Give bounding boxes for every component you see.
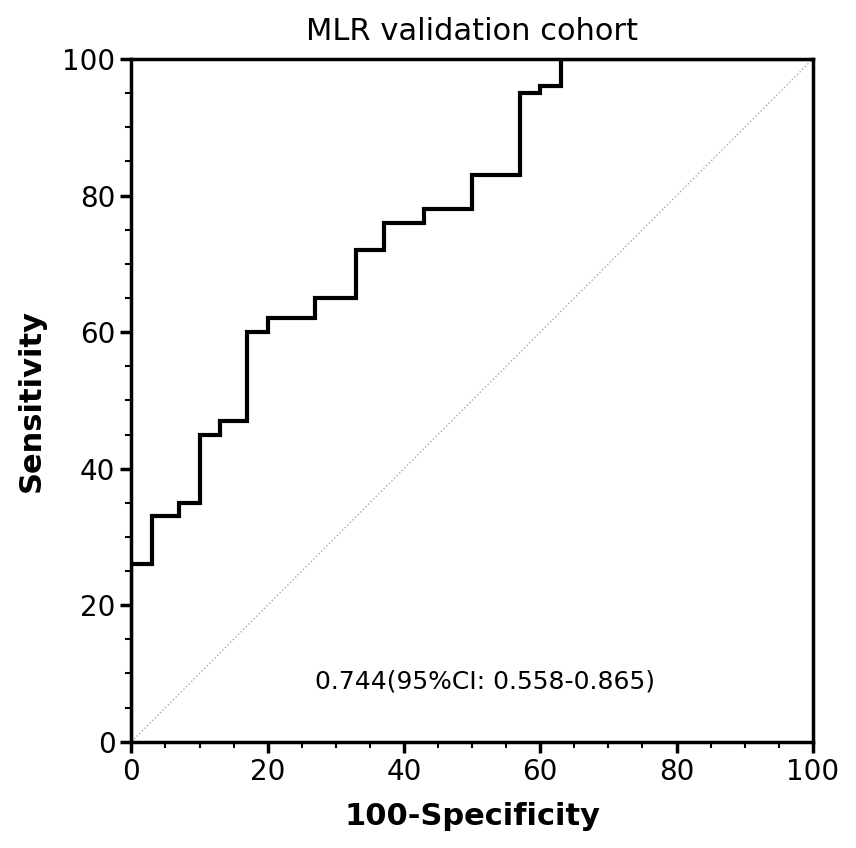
Y-axis label: Sensitivity: Sensitivity [16, 309, 45, 492]
X-axis label: 100-Specificity: 100-Specificity [344, 802, 600, 831]
Text: 0.744(95%CI: 0.558-0.865): 0.744(95%CI: 0.558-0.865) [315, 670, 656, 694]
Title: MLR validation cohort: MLR validation cohort [306, 17, 638, 46]
